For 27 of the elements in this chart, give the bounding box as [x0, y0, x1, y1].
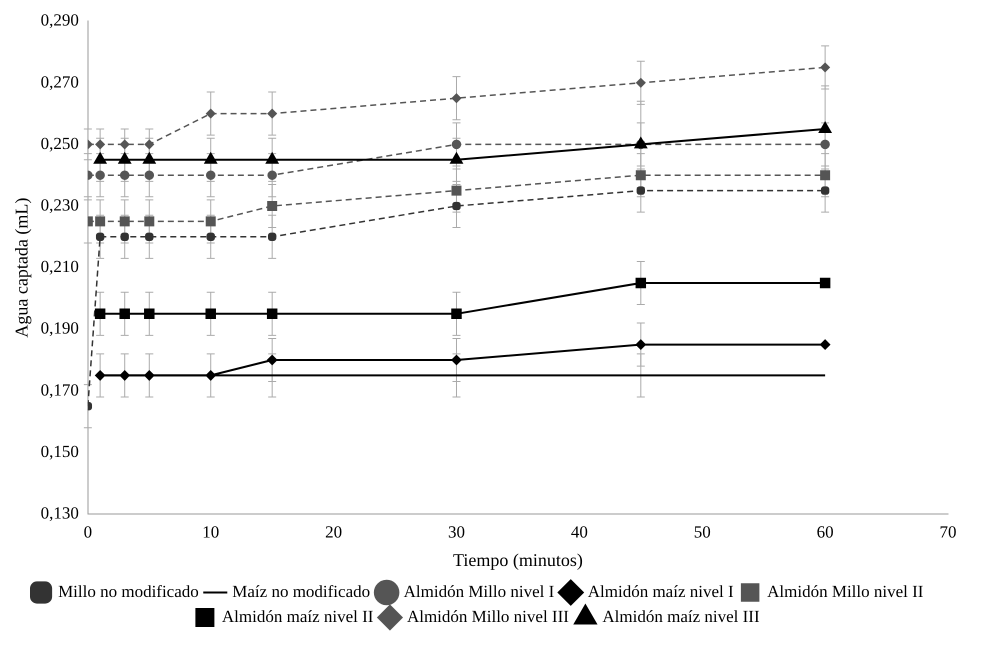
y-tick-label: 0,130	[40, 503, 79, 522]
y-axis-title: Agua captada (mL)	[12, 198, 32, 338]
legend-label: Almidón Millo nivel I	[404, 582, 555, 601]
legend-label: Almidón Millo nivel II	[767, 582, 924, 601]
y-tick-label: 0,190	[40, 318, 79, 338]
y-tick-label: 0,170	[40, 380, 79, 400]
x-tick-label: 60	[816, 522, 834, 542]
y-tick-label: 0,210	[40, 257, 79, 276]
legend-label: Almidón maíz nivel I	[588, 582, 734, 601]
x-tick-label: 10	[202, 522, 220, 542]
legend-label: Almidón maíz nivel II	[222, 606, 374, 626]
legend-label: Millo no modificado	[58, 582, 199, 601]
legend-label: Maíz no modificado	[232, 582, 370, 601]
x-axis-title: Tiempo (minutos)	[452, 550, 583, 570]
y-tick-label: 0,270	[40, 72, 79, 92]
y-tick-label: 0,290	[40, 10, 79, 30]
legend-label: Almidón Millo nivel III	[406, 606, 570, 626]
y-tick-label: 0,250	[40, 134, 79, 153]
x-tick-label: 20	[325, 522, 342, 542]
x-tick-label: 50	[694, 522, 711, 542]
legend-label: Almidón maíz nivel III	[602, 606, 760, 626]
x-tick-label: 40	[570, 522, 588, 542]
y-tick-label: 0,230	[40, 195, 79, 214]
x-tick-label: 30	[448, 522, 465, 542]
x-tick-label: 0	[84, 522, 92, 542]
x-tick-label: 70	[940, 522, 956, 542]
y-tick-label: 0,150	[40, 442, 79, 461]
